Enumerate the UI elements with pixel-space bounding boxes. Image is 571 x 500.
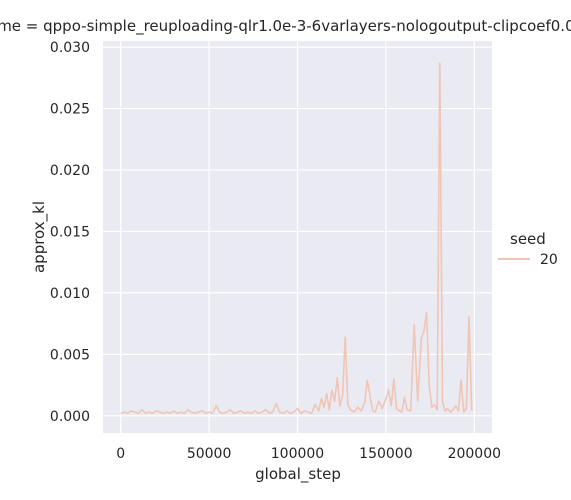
y-tick-label: 0.025 (50, 102, 90, 118)
y-tick-label: 0.000 (50, 409, 90, 425)
y-tick-label: 0.030 (50, 40, 90, 56)
y-tick-label: 0.010 (50, 286, 90, 302)
x-tick-label: 100000 (271, 446, 324, 462)
legend-entry: 20 (540, 252, 558, 268)
x-tick-labels: 0 50000 100000 150000 200000 (116, 446, 501, 462)
x-tick-label: 150000 (359, 446, 412, 462)
y-tick-labels: 0.000 0.005 0.010 0.015 0.020 0.025 0.030 (50, 40, 90, 425)
chart-title: me = qppo-simple_reuploading-qlr1.0e-3-6… (0, 17, 571, 36)
grid-lines (103, 41, 492, 433)
y-tick-label: 0.015 (50, 224, 90, 240)
y-tick-label: 0.020 (50, 163, 90, 179)
x-tick-label: 50000 (187, 446, 232, 462)
x-axis-label: global_step (255, 465, 341, 484)
y-axis-label: approx_kl (30, 201, 49, 273)
x-tick-label: 0 (116, 446, 125, 462)
legend: seed 20 (498, 230, 558, 268)
legend-title: seed (510, 230, 546, 248)
series-line-20 (120, 62, 473, 415)
y-tick-label: 0.005 (50, 347, 90, 363)
series-layer (120, 62, 473, 415)
x-tick-label: 200000 (448, 446, 501, 462)
